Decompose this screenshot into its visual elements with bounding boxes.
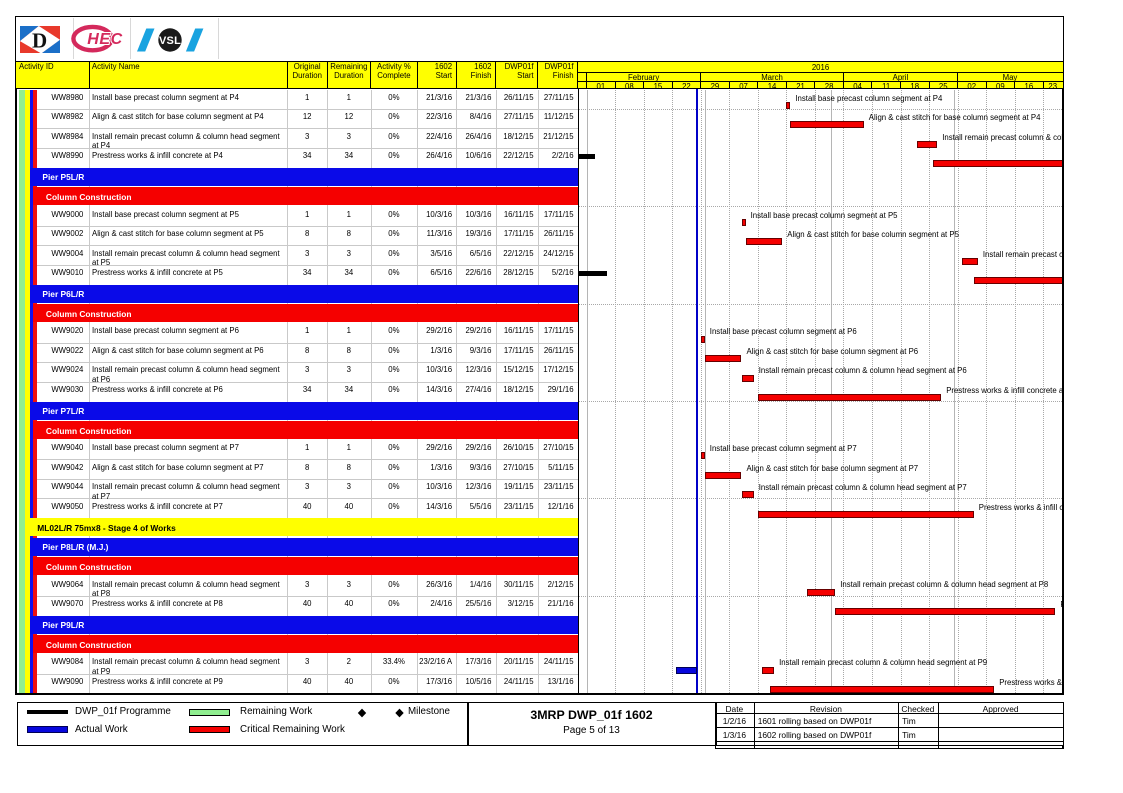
svg-text:VSL: VSL <box>159 35 181 47</box>
svg-text:D: D <box>32 28 47 52</box>
svg-text:HEC: HEC <box>87 31 123 48</box>
